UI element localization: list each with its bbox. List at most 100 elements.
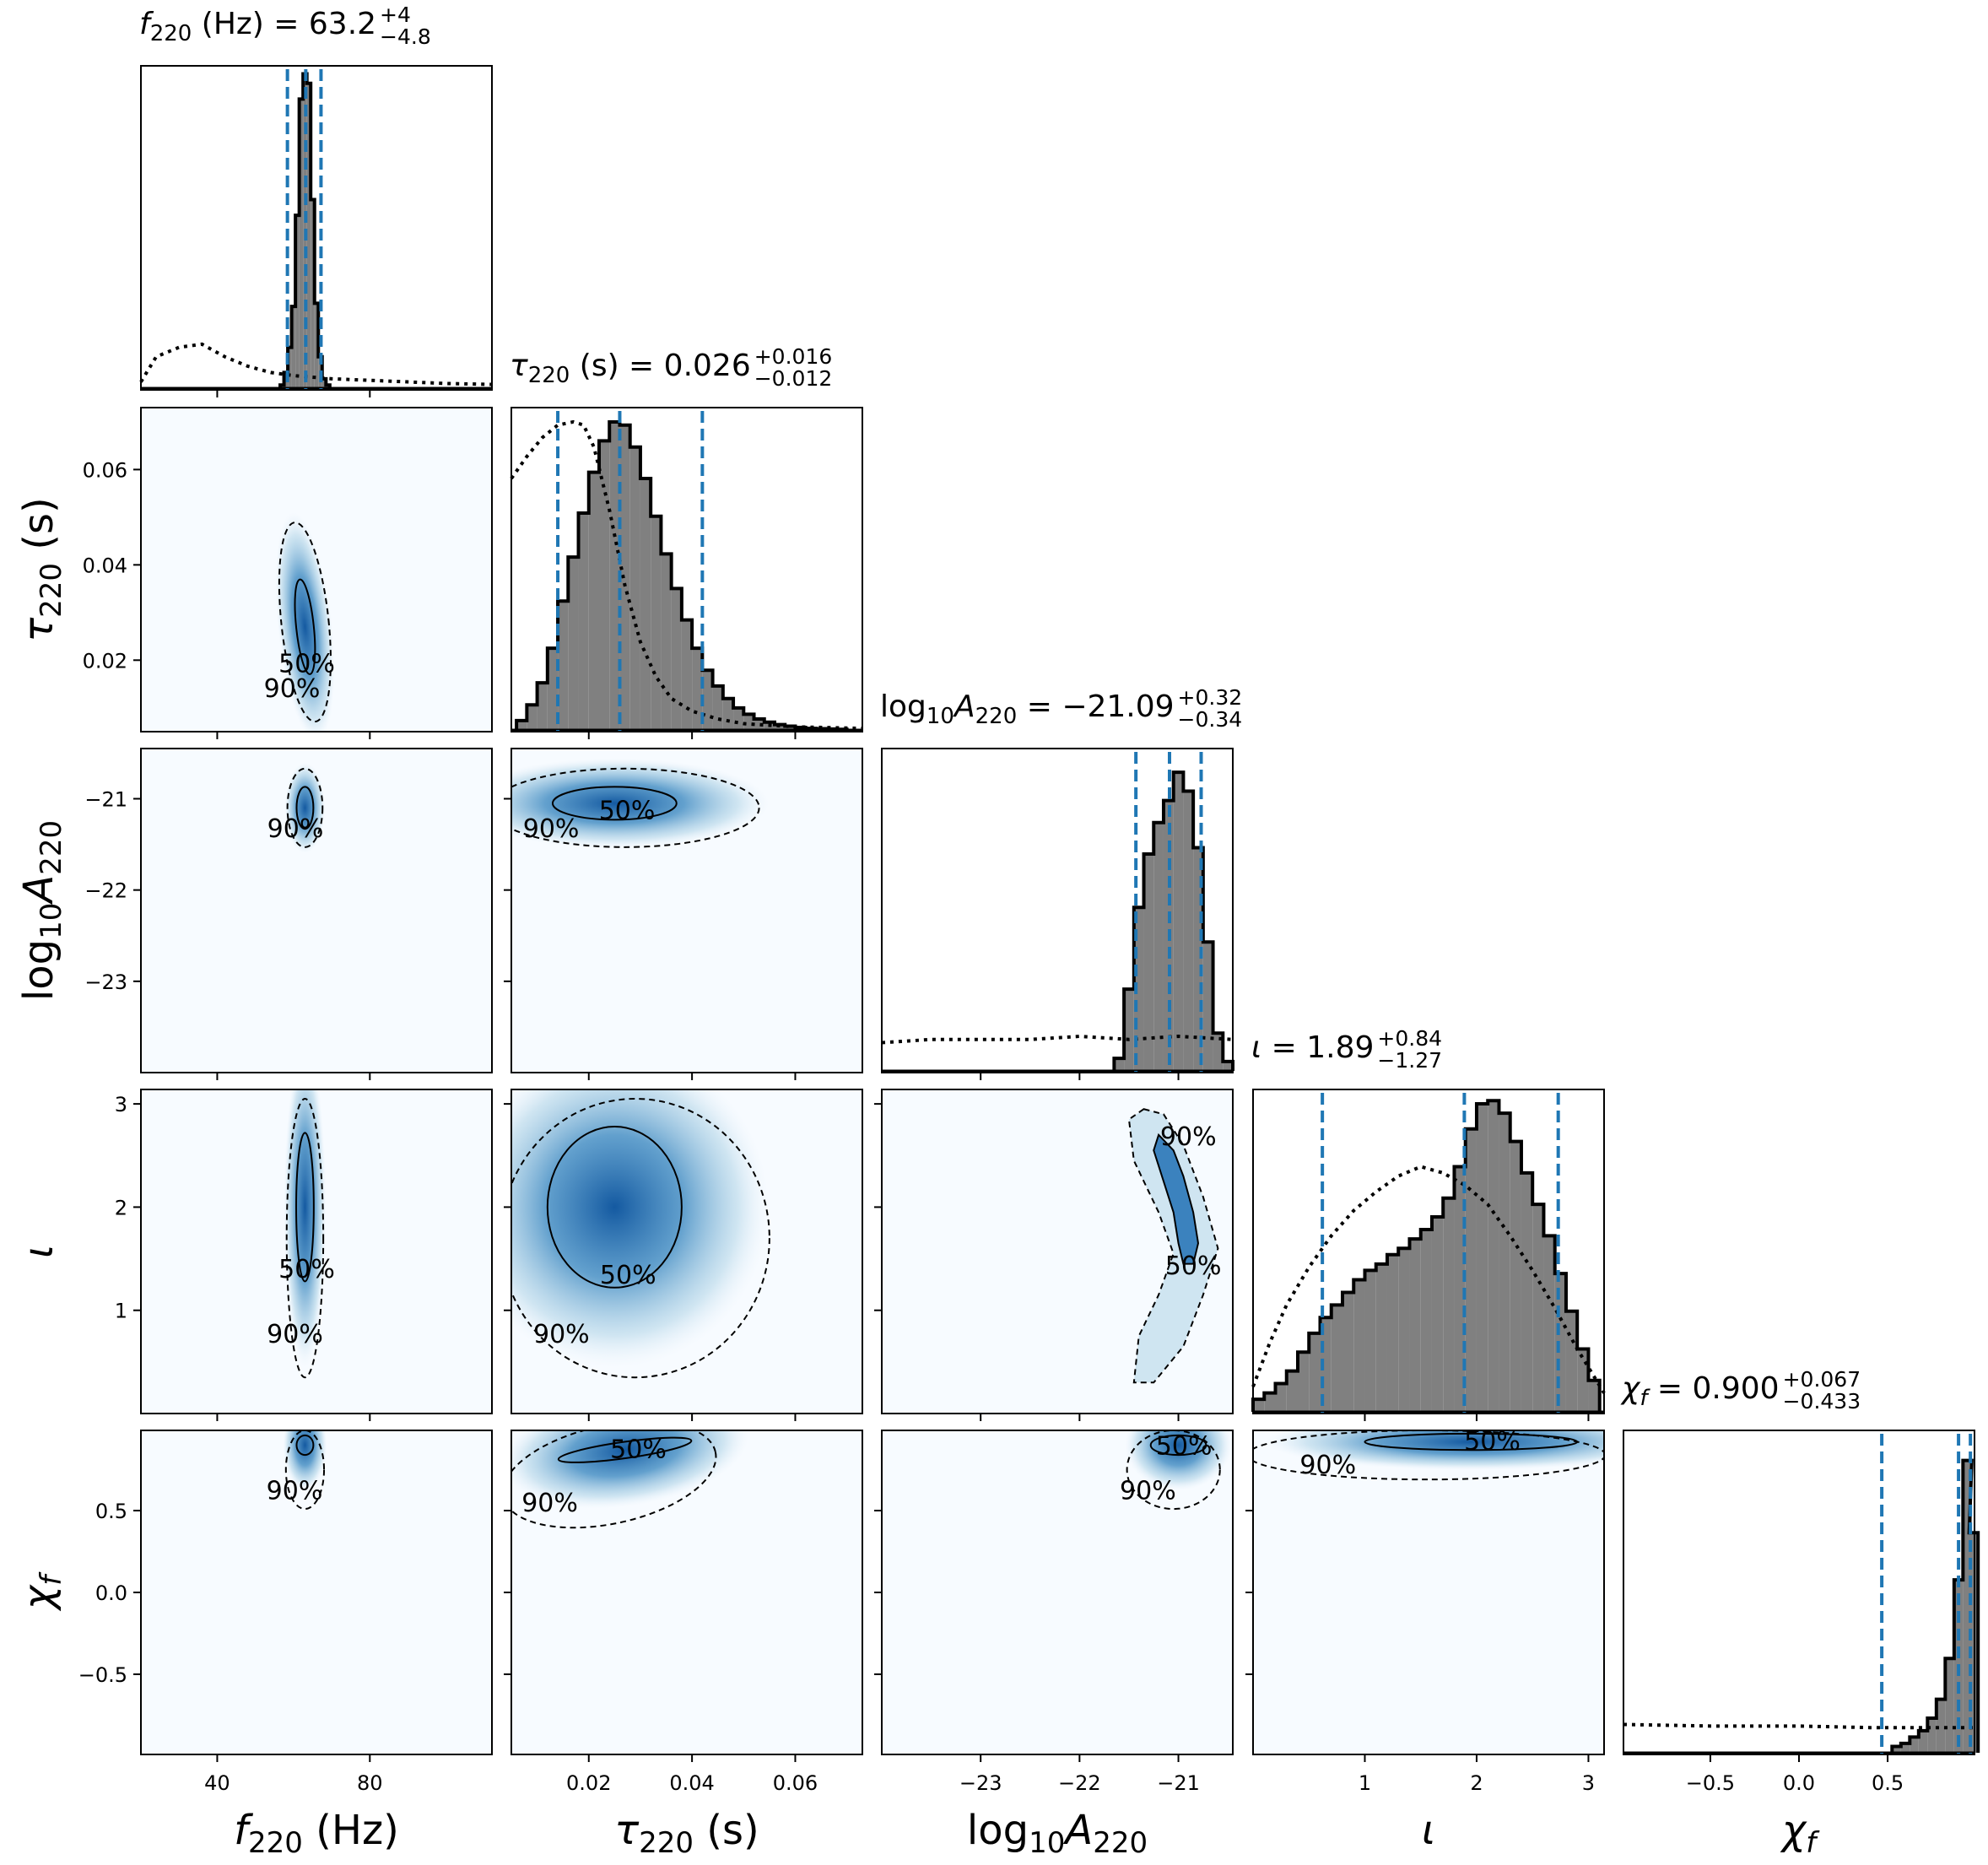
posterior-bar (599, 441, 610, 730)
posterior-bar (1375, 1263, 1387, 1412)
posterior-bar (1275, 1383, 1287, 1412)
posterior-bar (1900, 1743, 1910, 1753)
x-tick-label: −22 (1058, 1771, 1101, 1795)
title-plus-chif: +0.067 (1783, 1367, 1861, 1392)
contour-50 (1153, 1133, 1200, 1265)
density-blob (284, 1089, 327, 1368)
title-minus-f220: −4.8 (380, 24, 431, 49)
x-tick-label: 0.02 (566, 1771, 611, 1795)
panel-chif-vs-log10A220: 90%50% (881, 1430, 1234, 1755)
posterior-bar (1342, 1292, 1354, 1412)
posterior-bar (1918, 1730, 1928, 1753)
posterior-bar (1521, 1172, 1533, 1412)
title-plus-f220: +4 (380, 3, 411, 27)
panel-frame (140, 1089, 493, 1414)
contour-label-90: 90% (533, 1320, 590, 1349)
posterior-bar (299, 99, 304, 389)
posterior-bar (311, 199, 315, 388)
panel-title-iota: ι = 1.89 (1251, 1030, 1374, 1065)
y-tick-label: 1 (115, 1300, 127, 1323)
panel-bg (1253, 1430, 1604, 1754)
x-tick-label: 0.04 (669, 1771, 714, 1795)
title-plus-tau220: +0.016 (754, 344, 833, 369)
posterior-bar (1309, 1333, 1321, 1412)
contour-50 (546, 1126, 683, 1289)
panel-chif-vs-f220: 90% (140, 1430, 493, 1755)
contour-label-90: 90% (264, 674, 321, 704)
posterior-bar (609, 421, 620, 730)
y-tick-label: 0.0 (95, 1581, 127, 1605)
panel-iota-vs-f220: 90% 50% (140, 1089, 493, 1414)
diag-panel-chif (1623, 1430, 1980, 1755)
diag-panel-tau220 (510, 407, 863, 732)
panel-title-tau220: τ220 (s) = 0.026 (510, 349, 751, 388)
contour-label-90: 90% (267, 1320, 323, 1349)
posterior-bar (722, 698, 734, 730)
title-plus-iota: +0.84 (1377, 1026, 1442, 1051)
x-axis-label-iota: ι (1422, 1807, 1435, 1854)
y-tick-label: 0.04 (83, 554, 127, 577)
x-tick-label: 80 (357, 1771, 383, 1795)
contour-50 (295, 1132, 315, 1283)
panel-bg (141, 1430, 492, 1754)
posterior-outline (1251, 1099, 1602, 1412)
posterior-bar (1488, 1100, 1499, 1412)
posterior-bar (681, 619, 693, 730)
panel-frame (511, 1089, 863, 1414)
contour-50 (557, 1436, 693, 1463)
y-axis-label-tau220: τ220 (s) (15, 497, 68, 642)
panel-title-chif: χf = 0.900 (1620, 1371, 1780, 1411)
panel-chif-vs-iota: 90% 50% (1252, 1430, 1605, 1755)
posterior-bar (1476, 1103, 1488, 1412)
posterior-bar (588, 472, 599, 730)
posterior-bar (1353, 1279, 1365, 1412)
contour-90 (511, 767, 760, 848)
panel-title-f220: f220 (Hz) = 63.2 (139, 7, 376, 46)
posterior-bar (558, 601, 569, 730)
posterior-bar (568, 557, 579, 730)
posterior-bar (321, 378, 327, 388)
x-tick-label: −21 (1157, 1771, 1200, 1795)
y-tick-label: −21 (84, 787, 127, 811)
y-tick-label: −0.5 (78, 1663, 127, 1687)
posterior-bar (754, 718, 764, 730)
posterior-bar (1543, 1235, 1555, 1412)
density-blob (511, 1089, 770, 1368)
title-minus-log10A220: −0.34 (1178, 707, 1243, 732)
posterior-bar (1565, 1311, 1578, 1412)
contour-label-50: 50% (599, 796, 656, 825)
panel-log10A220-vs-tau220: 90% 50% (511, 748, 863, 1073)
posterior-bar (671, 588, 682, 730)
prior-curve (1251, 1165, 1606, 1394)
posterior-bar (1193, 847, 1203, 1071)
title-plus-log10A220: +0.32 (1178, 685, 1243, 710)
panel-tau220-vs-f220: 90%50% (140, 407, 493, 732)
x-tick-label: 1 (1359, 1771, 1371, 1795)
x-tick-label: −23 (959, 1771, 1002, 1795)
contour-50 (1149, 1434, 1207, 1457)
x-axis-label-log10A220: log10A220 (967, 1807, 1148, 1860)
posterior-bar (1223, 1061, 1233, 1071)
contour-label-50: 50% (1156, 1432, 1213, 1462)
diag-panel-log10A220 (881, 748, 1234, 1073)
posterior-bar (1143, 853, 1154, 1071)
posterior-bar (1213, 1033, 1224, 1071)
prior-curve (510, 419, 863, 731)
panel-frame (881, 748, 1234, 1073)
contour-50 (295, 786, 315, 830)
posterior-bar (537, 683, 548, 730)
posterior-bar (314, 303, 319, 388)
density-blob (511, 1430, 749, 1509)
x-tick-label: −0.5 (1686, 1771, 1735, 1795)
y-tick-label: 2 (115, 1196, 127, 1219)
panel-frame (881, 1089, 1234, 1414)
posterior-outline (1112, 770, 1234, 1071)
x-tick-label: 3 (1582, 1771, 1595, 1795)
posterior-bar (1420, 1229, 1432, 1412)
contour-90 (286, 767, 324, 848)
y-tick-label: −23 (84, 970, 127, 994)
posterior-outline (1890, 1458, 1980, 1753)
posterior-bar (1963, 1460, 1972, 1753)
contour-label-50: 50% (600, 1261, 656, 1290)
